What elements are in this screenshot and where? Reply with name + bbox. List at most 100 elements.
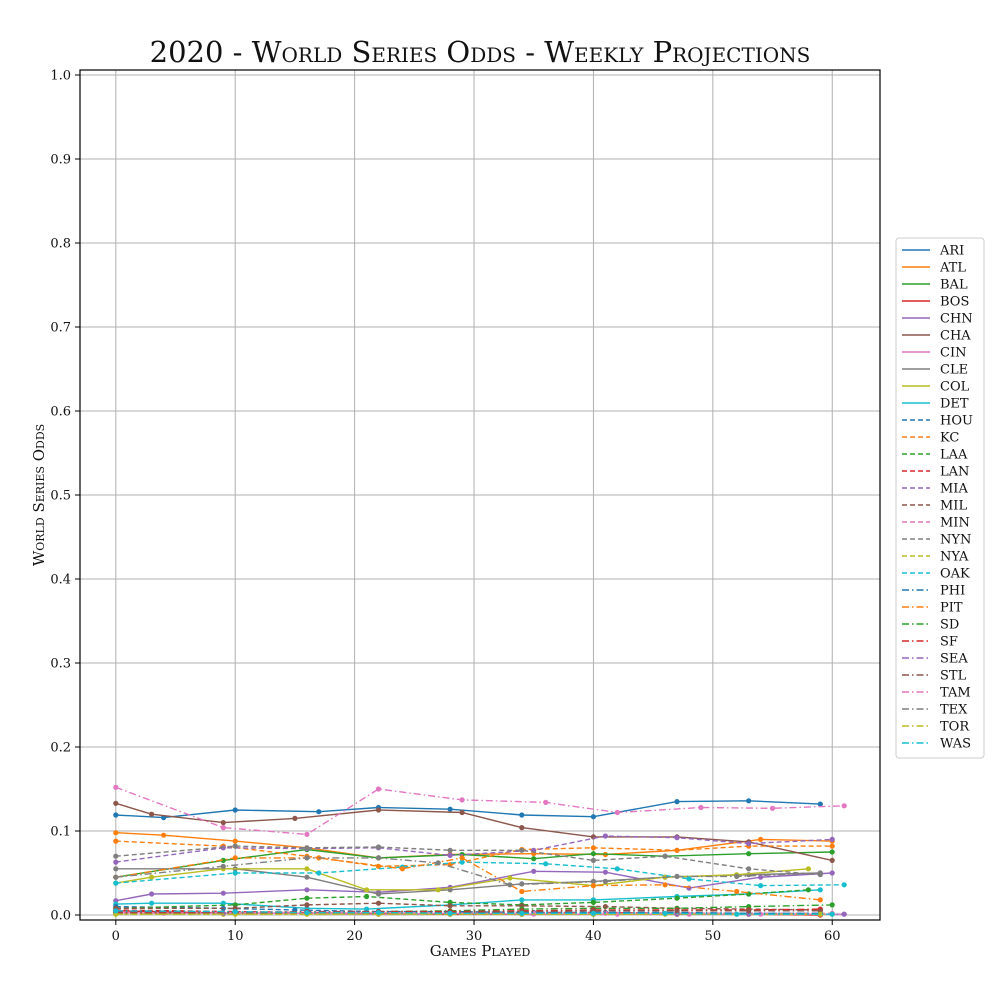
data-point-was: [375, 909, 382, 916]
series-group: [113, 784, 847, 918]
legend-label-lan: LAN: [940, 465, 969, 480]
series-was: [113, 908, 835, 917]
legend-label-cin: CIN: [940, 346, 966, 361]
y-tick-label: 0.4: [50, 573, 71, 588]
data-point-pit: [519, 888, 525, 895]
data-point-cha: [519, 825, 525, 831]
series-oak: [113, 859, 847, 889]
data-point-nyn: [375, 844, 382, 850]
series-line-mil: [115, 902, 821, 911]
data-point-bal: [220, 857, 226, 864]
data-point-nyn: [113, 853, 119, 859]
data-point-mil: [375, 900, 382, 906]
data-point-tam: [543, 799, 549, 806]
data-point-col: [805, 866, 812, 872]
data-point-chn: [531, 868, 537, 874]
legend-label-oak: OAK: [940, 567, 970, 582]
series-line-pit: [115, 857, 821, 901]
y-tick-label: 0.2: [50, 741, 71, 756]
series-line-laa: [115, 889, 809, 909]
legend-label-tor: TOR: [940, 720, 970, 735]
data-point-cle: [304, 874, 310, 880]
data-point-tam: [113, 784, 119, 790]
data-point-mia: [674, 835, 680, 841]
data-point-cha: [375, 807, 382, 813]
data-point-tex: [304, 855, 310, 861]
data-point-bal: [590, 851, 597, 857]
data-point-tex: [113, 874, 119, 880]
data-point-col: [435, 887, 441, 893]
data-point-tor: [817, 911, 823, 917]
data-point-col: [304, 866, 310, 872]
data-point-laa: [674, 895, 680, 901]
data-point-tex: [435, 860, 441, 866]
data-point-was: [734, 911, 740, 917]
data-point-mil: [304, 902, 310, 908]
data-point-tam: [769, 805, 776, 811]
data-point-was: [113, 908, 119, 914]
data-point-chn: [220, 890, 226, 896]
legend-label-tam: TAM: [940, 686, 971, 701]
data-point-tex: [375, 855, 382, 861]
data-point-tex: [507, 882, 513, 888]
series-tam: [113, 784, 847, 838]
y-tick-label: 0.5: [50, 489, 71, 504]
data-point-stl: [674, 908, 680, 914]
series-line-tex: [115, 857, 821, 886]
data-point-bal: [746, 851, 752, 857]
data-point-oak: [841, 882, 847, 888]
x-tick-label: 30: [466, 929, 483, 944]
data-point-laa: [364, 893, 370, 900]
series-line-kc: [115, 840, 833, 868]
data-point-pit: [590, 883, 597, 889]
data-point-nyn: [304, 845, 310, 851]
series-line-was: [115, 910, 833, 915]
legend-label-atl: ATL: [939, 261, 966, 276]
data-point-oak: [459, 859, 465, 865]
data-point-chn: [758, 874, 764, 880]
data-point-col: [507, 875, 513, 881]
data-point-mia: [447, 852, 453, 859]
data-point-pit: [399, 866, 405, 872]
legend-label-stl: STL: [940, 669, 967, 684]
data-point-was: [662, 910, 668, 916]
data-point-mil: [602, 904, 609, 910]
data-point-oak: [232, 870, 238, 876]
legend-label-mil: MIL: [940, 499, 967, 514]
legend-box: [895, 237, 985, 759]
data-point-laa: [590, 899, 597, 906]
data-point-sd: [829, 902, 835, 908]
data-point-tam: [614, 809, 620, 816]
data-point-tex: [674, 873, 680, 880]
data-point-tex: [220, 863, 226, 869]
series-line-stl: [115, 910, 821, 914]
data-point-det: [220, 900, 226, 906]
data-point-pit: [817, 897, 823, 903]
legend-label-sea: SEA: [940, 652, 968, 667]
y-tick-label: 0.0: [50, 909, 71, 924]
legend-label-tex: TEX: [940, 703, 968, 718]
axis-ticks: 0.0 0.1 0.2 0.3 0.4 0.5 0.6 0.7 0.8 0.9 1.0 0 10 20 30…: [50, 69, 840, 945]
data-point-mia: [602, 833, 609, 839]
data-point-nyn: [590, 857, 597, 864]
data-point-ari: [113, 812, 119, 818]
data-point-laa: [805, 887, 812, 893]
data-point-tex: [602, 878, 609, 885]
data-point-ari: [746, 798, 752, 804]
data-point-was: [304, 909, 310, 916]
data-point-kc: [590, 845, 597, 851]
data-point-pit: [459, 855, 465, 861]
data-point-laa: [304, 895, 310, 901]
data-point-mia: [113, 859, 119, 865]
legend-label-pit: PIT: [940, 601, 963, 616]
data-point-tam: [698, 804, 704, 811]
series-nyn: [113, 843, 823, 878]
y-tick-label: 0.6: [50, 405, 71, 420]
legend-label-mia: MIA: [940, 482, 968, 497]
chart-title: 2020 - World Series Odds - Weekly Projec…: [150, 35, 811, 69]
data-point-chn: [304, 887, 310, 893]
legend-label-sd: SD: [940, 618, 959, 633]
y-tick-label: 0.3: [50, 657, 71, 672]
data-point-nyn: [662, 853, 668, 859]
series-line-hou: [115, 905, 821, 914]
